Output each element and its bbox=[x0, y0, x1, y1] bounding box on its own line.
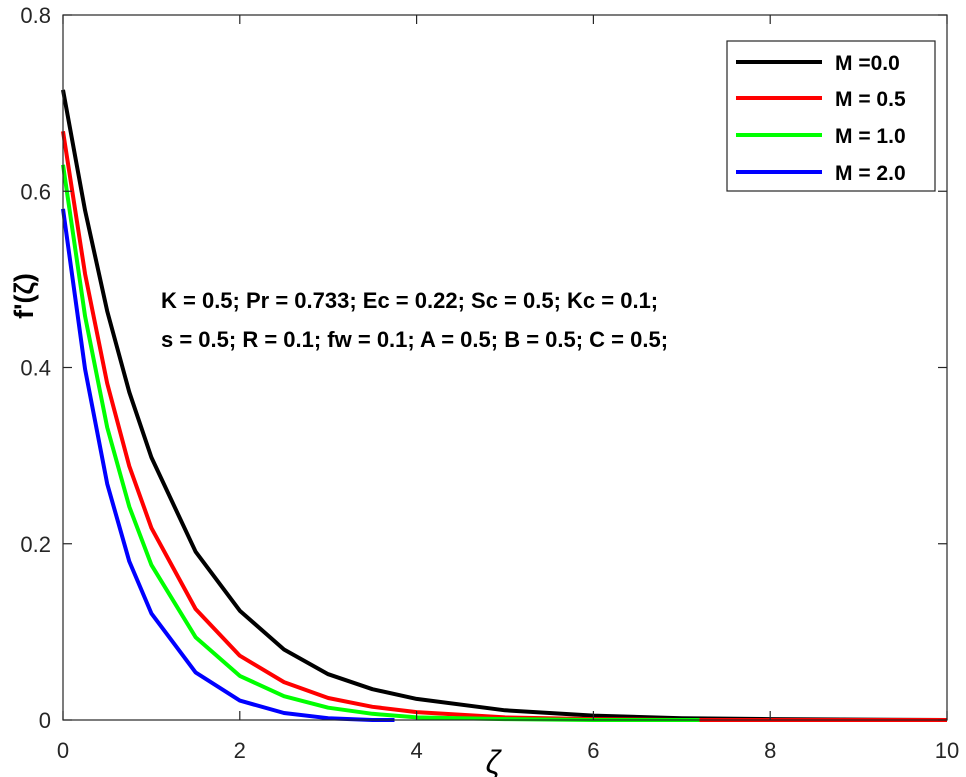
y-tick-label: 0.2 bbox=[20, 532, 51, 557]
legend-entry: M = 2.0 bbox=[736, 162, 906, 185]
ticks-layer: 0 2 4 6 8 10 0 0.2 0.4 0.6 0.8 bbox=[20, 3, 959, 763]
y-tick-label: 0.6 bbox=[20, 179, 51, 204]
legend-box bbox=[726, 40, 936, 192]
y-tick-label: 0.8 bbox=[20, 3, 51, 28]
x-tick-label: 6 bbox=[587, 738, 599, 763]
series-line-0 bbox=[61, 89, 948, 722]
legend-label-m05: M = 0.5 bbox=[835, 88, 906, 111]
series-layer bbox=[61, 89, 948, 722]
x-tick-label: 0 bbox=[57, 738, 69, 763]
legend-entry: M = 0.5 bbox=[736, 88, 906, 111]
series-line-3 bbox=[61, 208, 395, 722]
legend: M =0.0 M = 0.5 M = 1.0 M = 2.0 bbox=[726, 40, 936, 192]
annotation-line-1: K = 0.5; Pr = 0.733; Ec = 0.22; Sc = 0.5… bbox=[161, 288, 658, 313]
x-tick-label: 4 bbox=[410, 738, 422, 763]
x-tick-label: 8 bbox=[764, 738, 776, 763]
y-tick-label: 0.4 bbox=[20, 356, 51, 381]
legend-label-m2: M = 2.0 bbox=[835, 162, 906, 185]
x-tick-label: 10 bbox=[935, 738, 959, 763]
series-line-2 bbox=[61, 164, 700, 722]
legend-entry: M =0.0 bbox=[736, 52, 900, 75]
parameter-annotation: K = 0.5; Pr = 0.733; Ec = 0.22; Sc = 0.5… bbox=[161, 288, 668, 352]
x-axis-label: ζ bbox=[486, 744, 503, 777]
legend-label-m0: M =0.0 bbox=[835, 52, 900, 75]
y-axis-label: f'(ζ) bbox=[9, 273, 39, 319]
annotation-line-2: s = 0.5; R = 0.1; fw = 0.1; A = 0.5; B =… bbox=[161, 327, 668, 352]
legend-label-m1: M = 1.0 bbox=[835, 125, 906, 148]
legend-entry: M = 1.0 bbox=[736, 125, 906, 148]
x-tick-label: 2 bbox=[234, 738, 246, 763]
y-tick-label: 0 bbox=[39, 708, 51, 733]
